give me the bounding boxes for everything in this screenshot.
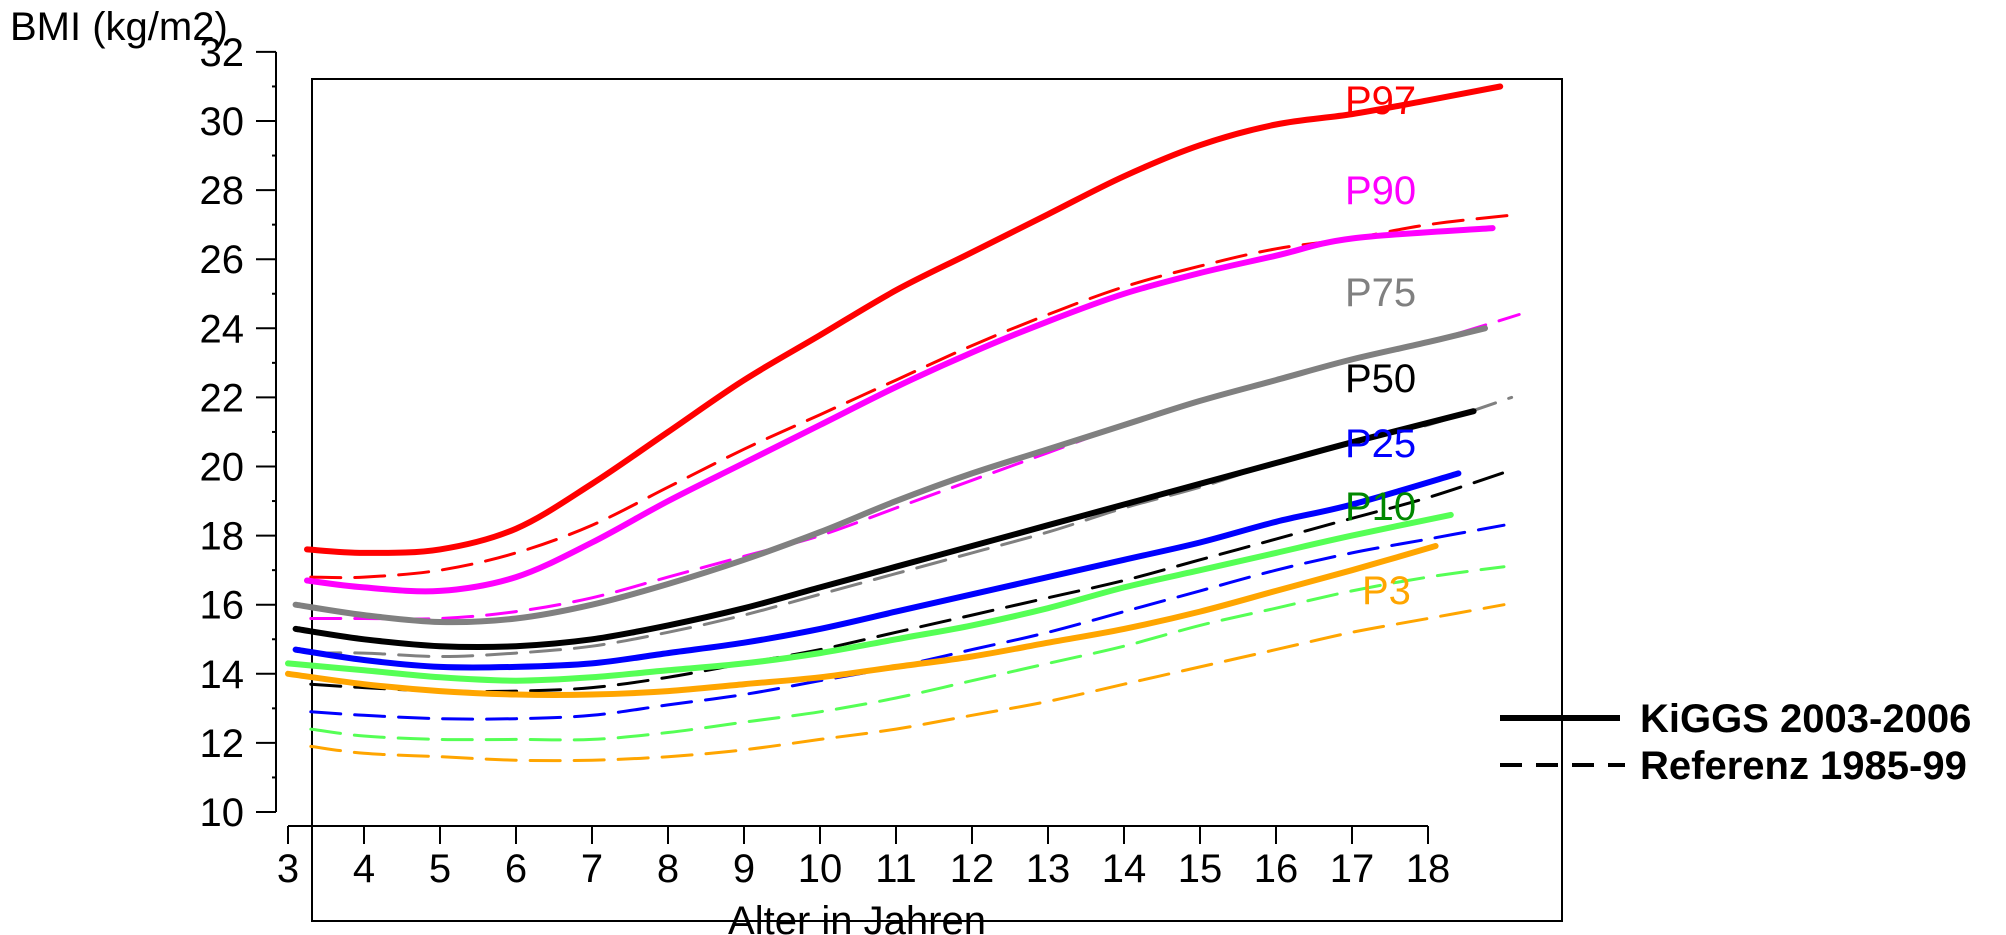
legend-label-kiggs: KiGGS 2003-2006	[1640, 697, 1971, 741]
x-tick-label: 4	[353, 847, 375, 891]
series-label-p25: P25	[1345, 422, 1416, 466]
series-label-p50: P50	[1345, 357, 1416, 401]
y-tick-label: 30	[200, 100, 245, 144]
series-label-p97: P97	[1345, 79, 1416, 123]
series-line-p3-solid	[285, 543, 1439, 698]
x-tick-label: 8	[657, 847, 679, 891]
y-tick-label: 10	[200, 791, 245, 835]
series-line-p97-solid	[304, 83, 1504, 556]
y-tick-label: 22	[200, 376, 245, 420]
x-tick-label: 7	[581, 847, 603, 891]
x-tick-label: 13	[1026, 847, 1071, 891]
x-tick-label: 10	[798, 847, 843, 891]
series-labels: P97 P90 P75 P50 P25 P10 P3	[1345, 79, 1416, 613]
y-axis-title: BMI (kg/m2)	[10, 5, 228, 49]
x-tick-label: 18	[1406, 847, 1451, 891]
series-line-p3-dashed	[309, 603, 1506, 763]
y-tick-label: 12	[200, 722, 245, 766]
y-tick-label: 26	[200, 238, 245, 282]
y-tick-label: 32	[200, 31, 245, 75]
series-line-p97-dashed	[309, 212, 1521, 580]
x-tick-label: 3	[277, 847, 299, 891]
series-line-p50-solid	[292, 408, 1477, 651]
series-label-p75: P75	[1345, 271, 1416, 315]
x-tick-label: 9	[733, 847, 755, 891]
x-tick-label: 11	[875, 847, 917, 891]
x-axis: 3 4 5 6 7 8 9 10 11 12 13 14 15 16 17 18	[277, 825, 1451, 891]
y-tick-label: 24	[200, 307, 245, 351]
x-tick-label: 6	[505, 847, 527, 891]
series-line-p75-solid	[292, 325, 1488, 626]
series-line-p10-solid	[285, 511, 1454, 684]
y-tick-label: 28	[200, 169, 245, 213]
series-label-p10: P10	[1345, 485, 1416, 529]
series-layer	[285, 83, 1521, 763]
y-tick-label: 14	[200, 653, 245, 697]
series-label-p90: P90	[1345, 169, 1416, 213]
x-tick-label: 16	[1254, 847, 1299, 891]
plot-frame	[311, 78, 1563, 922]
series-line-p90-solid	[304, 225, 1496, 595]
legend-label-referenz: Referenz 1985-99	[1640, 744, 1967, 788]
x-tick-label: 14	[1102, 847, 1147, 891]
series-line-p10-dashed	[309, 565, 1506, 742]
y-tick-label: 18	[200, 515, 245, 559]
y-tick-label: 16	[200, 584, 245, 628]
legend: KiGGS 2003-2006 Referenz 1985-99	[1500, 697, 1971, 788]
series-line-p75-dashed	[309, 395, 1514, 659]
x-tick-label: 5	[429, 847, 451, 891]
x-tick-label: 15	[1178, 847, 1223, 891]
y-tick-label: 20	[200, 446, 245, 490]
series-label-p3: P3	[1362, 569, 1411, 613]
series-line-p25-solid	[292, 470, 1462, 671]
x-tick-label: 17	[1330, 847, 1375, 891]
x-tick-label: 12	[950, 847, 995, 891]
x-axis-title: Alter in Jahren	[728, 899, 986, 935]
y-axis: 10 12 14 16 18 20 22 24 26 28 30 32	[200, 31, 277, 835]
